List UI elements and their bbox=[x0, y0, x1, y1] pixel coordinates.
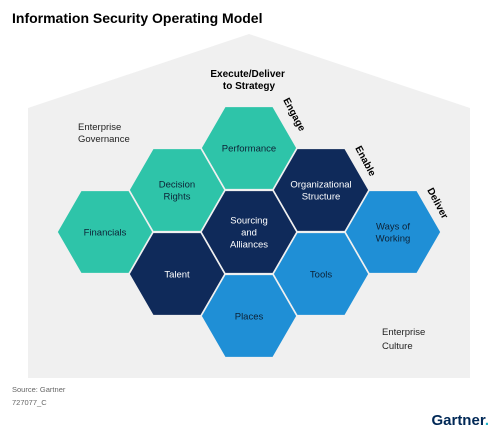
hexagon-label-places: Places bbox=[235, 312, 264, 323]
hexagon-label-line: Talent bbox=[164, 270, 190, 281]
enterprise-governance-label: Enterprise Governance bbox=[78, 122, 130, 145]
hexagon-label-sourcing-and-alliances: Sourcing and Alliances bbox=[230, 216, 268, 251]
center-heading: Execute/Deliver to Strategy bbox=[210, 69, 287, 92]
hexagon-label-line: Tools bbox=[310, 270, 332, 281]
hexagon-shape-places bbox=[200, 273, 298, 359]
hexagon-label-line: Decision bbox=[159, 180, 195, 191]
hexagon-label-line: Alliances bbox=[230, 240, 268, 251]
hexagon-label-financials: Financials bbox=[84, 228, 127, 239]
enterprise-culture-line-1: Enterprise bbox=[382, 327, 425, 338]
page-title: Information Security Operating Model bbox=[12, 10, 263, 26]
hexagon-label-talent: Talent bbox=[164, 270, 190, 281]
hexagon-label-line: Places bbox=[235, 312, 264, 323]
hexagon-label-ways-of-working: Ways of Working bbox=[376, 222, 411, 245]
hexagon-label-organizational-structure: Organizational Structure bbox=[290, 180, 351, 203]
hexagon-label-line: Sourcing bbox=[230, 216, 268, 227]
hexagon-label-line: Structure bbox=[302, 192, 341, 203]
hexagon-label-decision-rights: Decision Rights bbox=[159, 180, 195, 203]
hexagon-label-line: and bbox=[241, 228, 257, 239]
hexagon-grid: Performance Decision Rights Financials Organ… bbox=[56, 105, 442, 359]
hexagon-label-line: Organizational bbox=[290, 180, 351, 191]
hexagon-label-line: Working bbox=[376, 234, 411, 245]
hexagon-label-line: Ways of bbox=[376, 222, 410, 233]
hexagon-label-performance: Performance bbox=[222, 144, 276, 155]
center-heading-line-1: Execute/Deliver bbox=[210, 69, 285, 80]
hexagon-label-tools: Tools bbox=[310, 270, 332, 281]
enterprise-governance-line-1: Enterprise bbox=[78, 122, 121, 133]
hexagon-label-line: Performance bbox=[222, 144, 276, 155]
hexagon-places: Places bbox=[200, 273, 298, 359]
enterprise-culture-line-2: Culture bbox=[382, 341, 413, 352]
center-heading-line-2: to Strategy bbox=[223, 81, 276, 92]
hexagon-label-line: Rights bbox=[164, 192, 191, 203]
enterprise-culture-label: Enterprise Culture bbox=[382, 327, 428, 352]
gartner-logo: Gartner. bbox=[431, 412, 489, 429]
enterprise-governance-line-2: Governance bbox=[78, 134, 130, 145]
source-note: Source: Gartner bbox=[12, 385, 66, 394]
document-id: 727077_C bbox=[12, 398, 47, 407]
hexagon-label-line: Financials bbox=[84, 228, 127, 239]
